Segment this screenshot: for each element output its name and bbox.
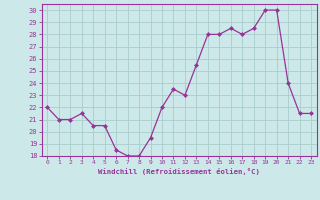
X-axis label: Windchill (Refroidissement éolien,°C): Windchill (Refroidissement éolien,°C): [98, 168, 260, 175]
